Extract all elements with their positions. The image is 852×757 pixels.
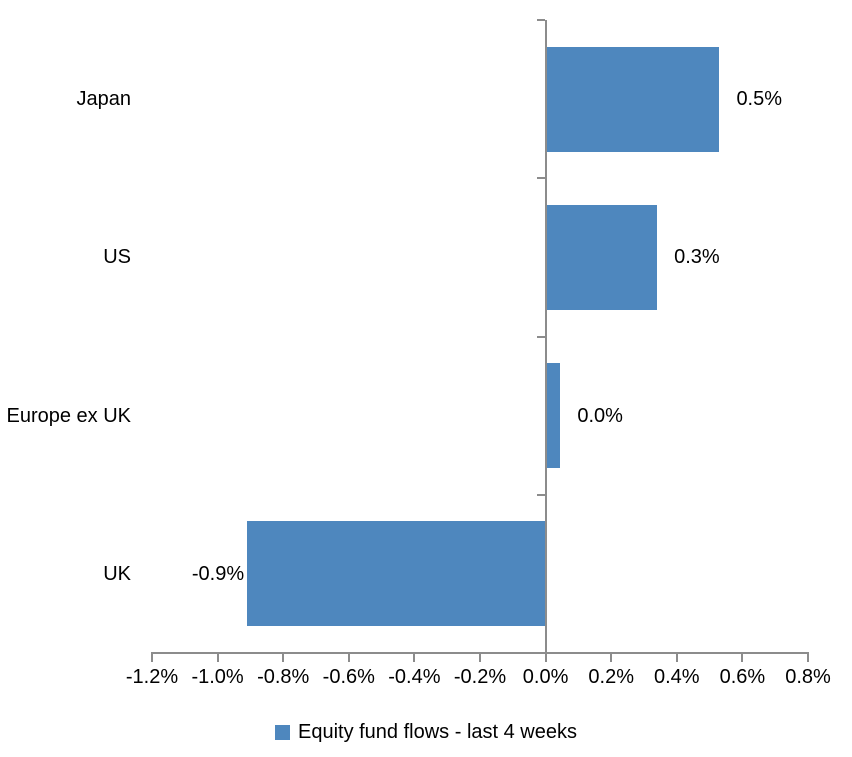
category-label-us: US (103, 246, 131, 269)
x-axis-tick-label: -1.0% (191, 666, 244, 688)
x-axis-tick (544, 652, 547, 662)
x-axis-tick (741, 652, 744, 662)
category-boundary-tick (536, 335, 545, 338)
x-axis-tick (675, 652, 678, 662)
x-axis-tick-label: 0.6% (719, 666, 766, 688)
x-axis-tick-label: -0.8% (257, 666, 310, 688)
x-axis-tick-label: 0.2% (588, 666, 634, 688)
x-axis-tick (151, 652, 153, 662)
category-label-europe-ex-uk: Europe ex UK (6, 404, 131, 427)
x-axis-tick-label: 0.4% (654, 666, 700, 688)
x-axis-tick-label: 0.8% (785, 666, 831, 688)
x-axis-tick-label: -0.2% (453, 666, 507, 688)
category-boundary-tick (536, 19, 545, 21)
category-boundary-tick (536, 177, 545, 180)
value-label-us: 0.3% (674, 246, 720, 269)
bar-uk (247, 521, 546, 627)
x-axis-tick (479, 652, 481, 662)
category-label-uk: UK (103, 562, 131, 585)
value-label-europe-ex-uk: 0.0% (577, 404, 623, 427)
x-axis-tick (216, 652, 219, 662)
x-axis-tick-label: -1.2% (125, 666, 179, 688)
x-axis-tick (413, 652, 416, 662)
x-axis-tick-label: -0.6% (322, 666, 375, 688)
value-label-uk: -0.9% (191, 562, 245, 585)
x-axis-tick (610, 652, 613, 662)
category-label-japan: Japan (76, 88, 132, 111)
x-axis-tick-label: -0.4% (388, 666, 441, 688)
bar-japan (545, 46, 720, 152)
x-axis-tick (282, 652, 285, 662)
zero-axis-line (544, 20, 547, 654)
legend-label: Equity fund flows - last 4 weeks (297, 721, 577, 743)
legend: Equity fund flows - last 4 weeks (0, 720, 852, 744)
x-axis-tick (347, 652, 350, 662)
x-axis-tick (807, 652, 809, 662)
bar-europe-ex-uk (545, 363, 561, 469)
category-boundary-tick (536, 493, 545, 496)
bar-us (545, 204, 658, 310)
legend-swatch (274, 724, 290, 740)
value-label-japan: 0.5% (736, 88, 783, 111)
x-axis-tick-label: 0.0% (522, 666, 569, 688)
